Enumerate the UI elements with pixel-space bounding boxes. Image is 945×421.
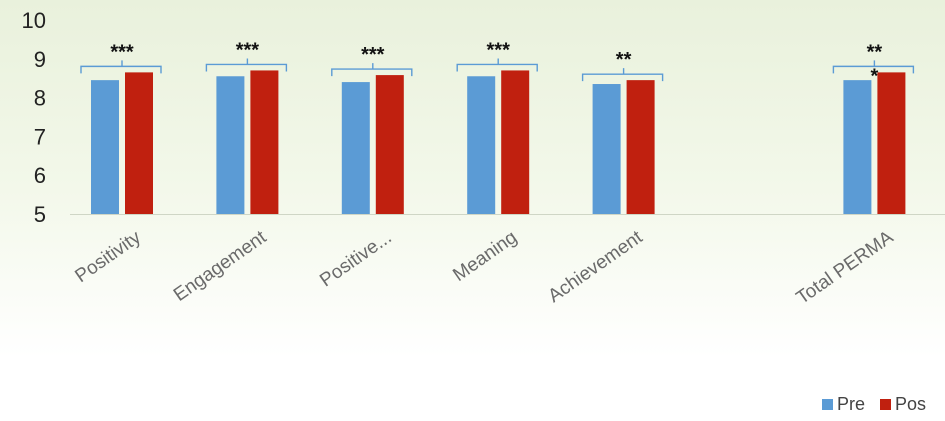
bar-pos: [501, 70, 530, 214]
significance-label: **: [616, 49, 632, 71]
bar-pre: [216, 76, 245, 214]
significance-bracket: [205, 58, 288, 72]
significance-label: ***: [236, 39, 260, 61]
bar-pre: [467, 76, 496, 214]
bar-pos: [375, 75, 404, 214]
y-axis: 5 6 7 8 9 10: [22, 8, 46, 227]
y-tick-label: 5: [34, 202, 46, 227]
bar-pos: [626, 80, 655, 214]
significance-bracket: [331, 63, 413, 77]
significance-label: ***: [110, 41, 134, 63]
significance-label: ***: [361, 44, 385, 66]
legend-label-pre: Pre: [837, 394, 865, 414]
category-label: Meaning: [449, 227, 521, 286]
bar-pos: [250, 70, 279, 214]
legend-swatch-pos: [880, 399, 891, 410]
significance-label: ***: [487, 39, 511, 61]
bars: [91, 70, 906, 215]
legend-swatch-pre: [822, 399, 833, 410]
significance-bracket: [581, 68, 664, 82]
y-tick-label: 10: [22, 8, 46, 33]
significance-brackets: [80, 58, 915, 82]
y-tick-label: 6: [34, 163, 46, 188]
legend-label-pos: Pos: [895, 394, 926, 414]
significance-label-extra: *: [871, 65, 879, 87]
bar-pre: [592, 84, 621, 215]
category-label: Achievement: [544, 226, 647, 307]
significance-bracket: [80, 60, 162, 74]
y-tick-label: 9: [34, 47, 46, 72]
category-label: Positive...: [316, 227, 396, 291]
y-tick-label: 8: [34, 86, 46, 111]
bar-pre: [91, 80, 119, 214]
bar-pos: [125, 72, 153, 214]
significance-label: **: [867, 41, 883, 63]
significance-bracket: [832, 60, 915, 74]
significance-bracket: [456, 58, 538, 72]
y-tick-label: 7: [34, 124, 46, 149]
category-label: Positivity: [71, 227, 145, 287]
category-label: Total PERMA: [793, 227, 898, 309]
category-label: Engagement: [170, 226, 271, 305]
legend: Pre Pos: [822, 394, 926, 414]
significance-labels: *** *** *** *** ** ***: [110, 39, 882, 87]
category-labels: Positivity Engagement Positive... Meaning Ac…: [71, 226, 897, 308]
bar-pre: [843, 80, 872, 214]
bar-pos: [877, 72, 906, 214]
bar-pre: [341, 82, 370, 214]
